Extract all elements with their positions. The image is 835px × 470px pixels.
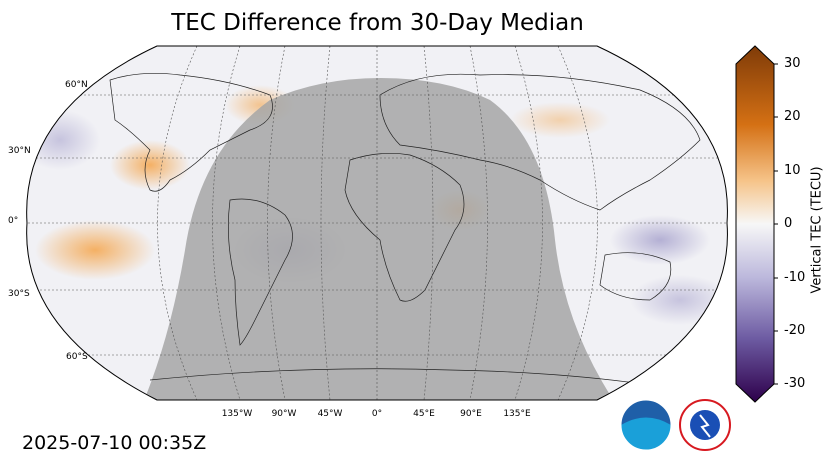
lon-label-90w: 90°W bbox=[271, 409, 297, 419]
lon-label-0: 0° bbox=[371, 409, 383, 419]
colorbar-tick-neg20: -20 bbox=[784, 323, 806, 338]
lon-label-135e: 135°E bbox=[503, 409, 531, 419]
lat-label-0: 0° bbox=[8, 216, 19, 226]
coastlines bbox=[109, 72, 701, 386]
colorbar-tick-20: 20 bbox=[784, 109, 801, 124]
map-field bbox=[26, 46, 728, 400]
colorbar bbox=[735, 45, 778, 403]
colorbar-tick-0: 0 bbox=[784, 216, 793, 231]
colorbar-label: Vertical TEC (TECU) bbox=[809, 166, 825, 294]
graticule bbox=[26, 46, 728, 400]
globe-outline bbox=[26, 45, 728, 401]
colorbar-tick-30: 30 bbox=[784, 56, 801, 71]
colorbar-tick-neg30: -30 bbox=[784, 376, 806, 391]
timestamp: 2025-07-10 00:35Z bbox=[22, 432, 207, 454]
night-overlay bbox=[140, 78, 620, 400]
lat-label-30s: 30°S bbox=[8, 289, 30, 299]
lat-label-60s: 60°S bbox=[66, 352, 88, 362]
lon-label-45e: 45°E bbox=[413, 409, 435, 419]
colorbar-tick-neg10: -10 bbox=[784, 270, 806, 285]
nws-logo bbox=[679, 399, 731, 451]
noaa-logo bbox=[620, 399, 672, 451]
lat-label-30n: 30°N bbox=[8, 146, 31, 156]
map-title: TEC Difference from 30-Day Median bbox=[171, 10, 584, 36]
colorbar-tick-10: 10 bbox=[784, 163, 801, 178]
lat-label-60n: 60°N bbox=[65, 80, 88, 90]
lon-label-45w: 45°W bbox=[317, 409, 343, 419]
lon-label-90e: 90°E bbox=[460, 409, 482, 419]
lon-label-135w: 135°W bbox=[221, 409, 253, 419]
